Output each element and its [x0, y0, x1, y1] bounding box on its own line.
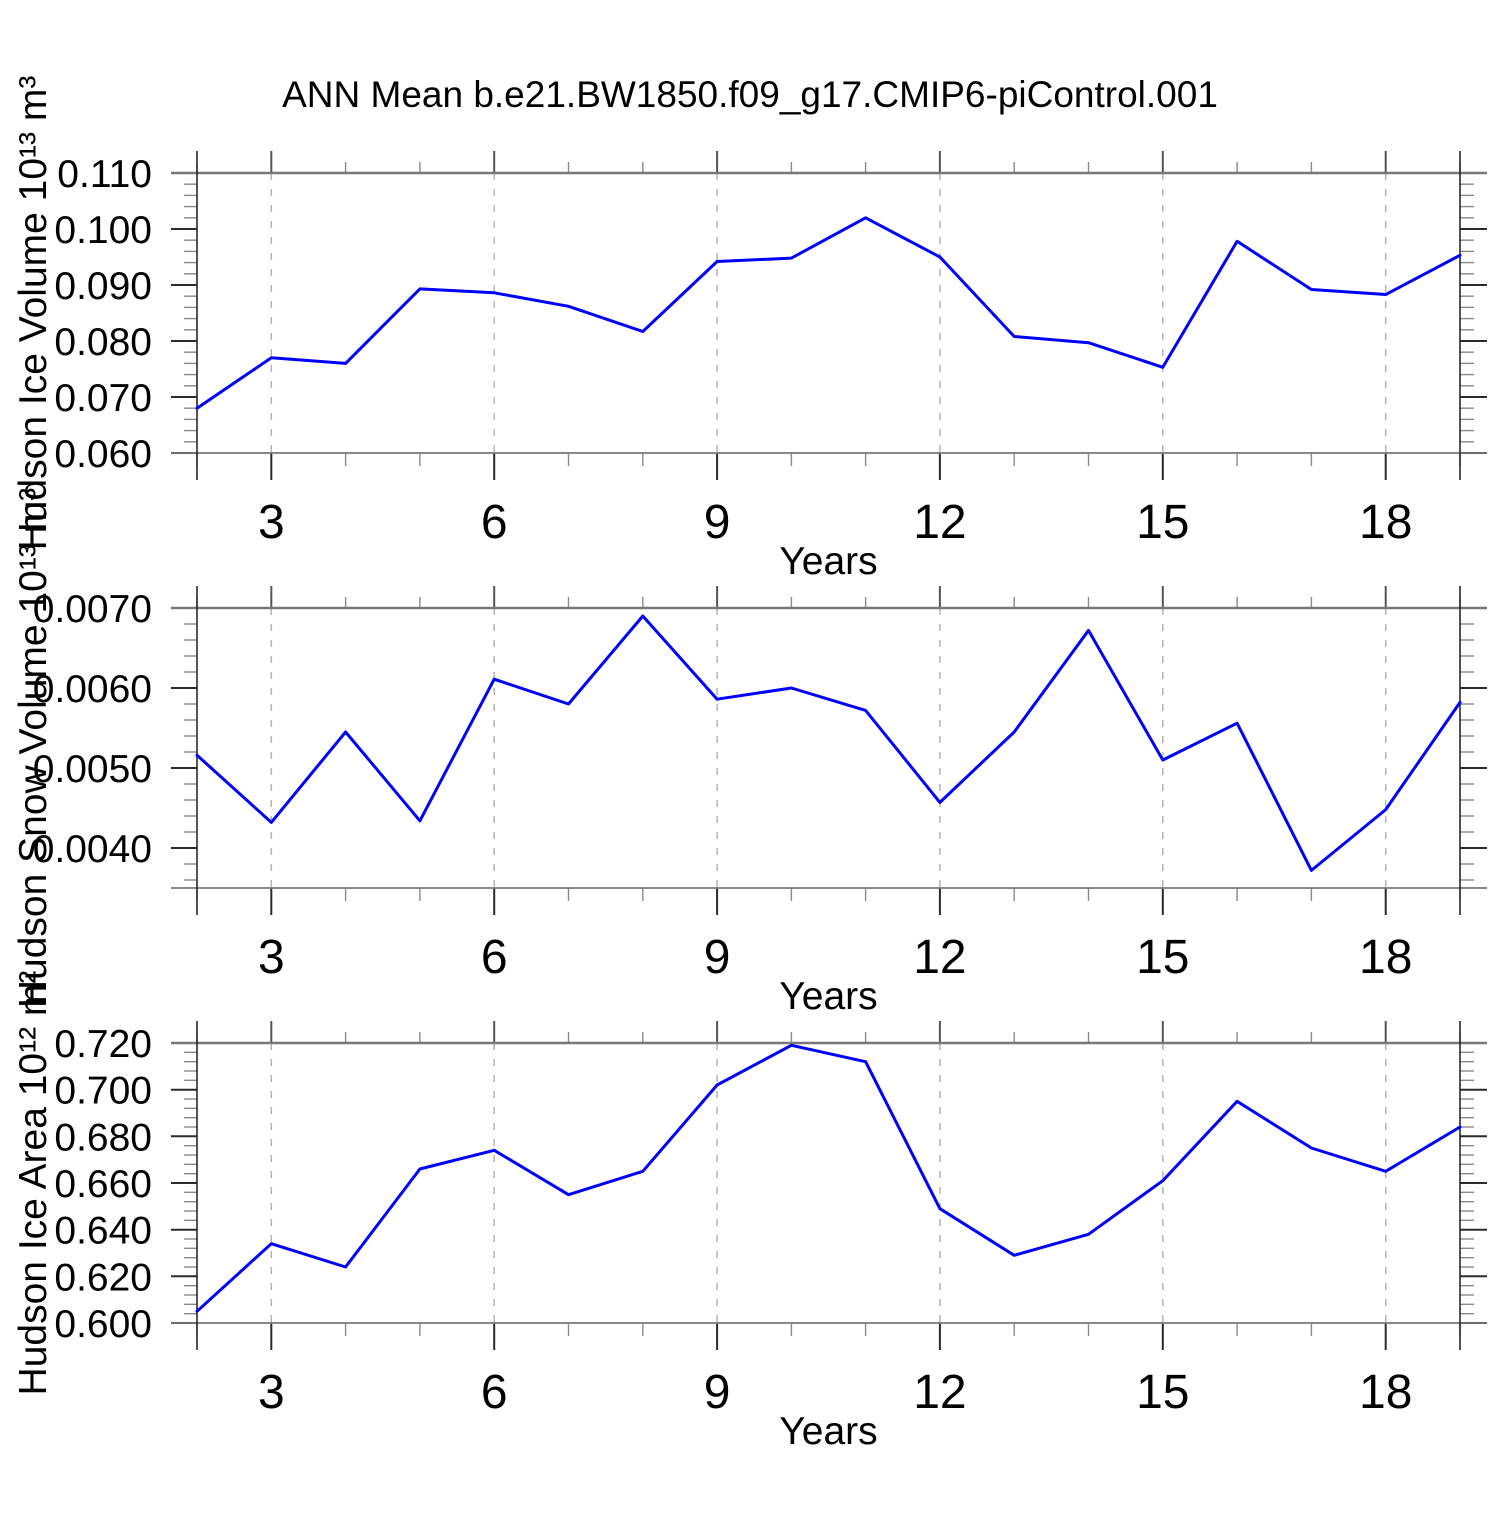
- x-axis-title-years-panel1: Years: [779, 540, 878, 583]
- tick-label: 9: [704, 931, 731, 984]
- panel-hudson-snow-volume: 0.0040 0.0050 0.0060 0.0070 3 6 9 12 15 18: [33, 586, 1487, 984]
- tick-label: 9: [704, 496, 731, 549]
- tick-label: 0.0040: [33, 828, 152, 871]
- tick-label: 0.720: [54, 1023, 152, 1066]
- panel-hudson-ice-volume: 0.060 0.070 0.080 0.090 0.100 0.110 3 6 9 12 15 18: [54, 151, 1487, 549]
- figure-canvas: 0.060 0.070 0.080 0.090 0.100 0.110 3 6 9 12 15 18 0…: [12, 74, 1487, 1453]
- tick-label: 0.640: [54, 1210, 152, 1253]
- gridlines: [270, 1043, 1387, 1323]
- figure-title: ANN Mean b.e21.BW1850.f09_g17.CMIP6-piCo…: [282, 74, 1218, 115]
- x-axis-title-years-panel2: Years: [779, 975, 878, 1018]
- tick-label: 3: [258, 931, 285, 984]
- tick-label: 0.620: [54, 1256, 152, 1299]
- tick-label: 0.090: [54, 265, 152, 308]
- series-line-hudson-ice-area: [195, 1043, 1462, 1313]
- tick-label: 3: [258, 1366, 285, 1419]
- tick-label: 15: [1136, 496, 1189, 549]
- tick-label: 0.680: [54, 1116, 152, 1159]
- tick-label: 0.600: [54, 1303, 152, 1346]
- tick-label: 12: [913, 496, 966, 549]
- tick-label: 18: [1359, 496, 1412, 549]
- tick-label: 0.080: [54, 321, 152, 364]
- tick-label: 12: [913, 931, 966, 984]
- plot-box-spines: [171, 586, 1487, 915]
- gridlines: [270, 608, 1387, 888]
- tick-label: 15: [1136, 1366, 1189, 1419]
- tick-label: 18: [1359, 931, 1412, 984]
- tick-label: 15: [1136, 931, 1189, 984]
- gridlines: [270, 173, 1387, 453]
- axis-ticks: [171, 586, 1487, 915]
- tick-label: 0.0060: [33, 668, 152, 711]
- tick-label: 9: [704, 1366, 731, 1419]
- axis-ticks: [171, 151, 1487, 480]
- tick-label: 6: [481, 496, 508, 549]
- tick-label: 0.0070: [33, 588, 152, 631]
- tick-label: 6: [481, 931, 508, 984]
- tick-label: 0.660: [54, 1163, 152, 1206]
- tick-label: 6: [481, 1366, 508, 1419]
- series-line-hudson-snow-volume: [195, 614, 1462, 872]
- axis-ticks: [171, 1021, 1487, 1350]
- tick-label: 0.0050: [33, 748, 152, 791]
- x-axis-title-years-panel3: Years: [779, 1410, 878, 1453]
- tick-label: 18: [1359, 1366, 1412, 1419]
- tick-label: 12: [913, 1366, 966, 1419]
- tick-label: 0.100: [54, 209, 152, 252]
- tick-label: 3: [258, 496, 285, 549]
- y-axis-title-ice-area: Hudson Ice Area 10¹² m²: [12, 970, 55, 1396]
- plot-box-spines: [171, 1021, 1487, 1350]
- tick-label: 0.060: [54, 433, 152, 476]
- tick-label: 0.110: [57, 153, 152, 196]
- tick-label: 0.070: [54, 377, 152, 420]
- tick-label: 0.700: [54, 1070, 152, 1113]
- series-line-hudson-ice-volume: [195, 216, 1462, 410]
- plot-box-spines: [171, 151, 1487, 480]
